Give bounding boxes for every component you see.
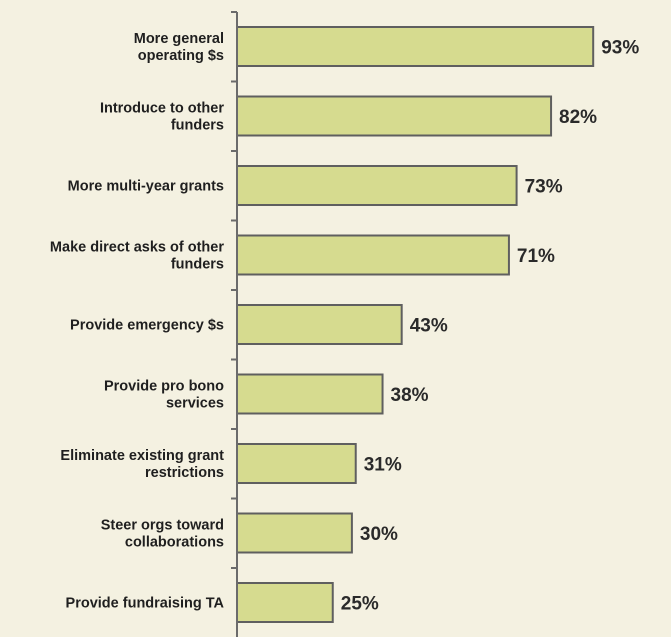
value-label: 82% xyxy=(559,107,597,128)
category-label-line: Provide pro bono xyxy=(104,379,224,395)
bar xyxy=(236,165,518,206)
value-label: 93% xyxy=(601,38,639,59)
category-label-line: funders xyxy=(171,257,224,273)
category-label-line: Make direct asks of other xyxy=(50,240,224,256)
bar xyxy=(236,304,403,345)
bars-layer xyxy=(236,26,595,623)
value-label: 31% xyxy=(364,455,402,476)
category-label: Eliminate existing grant restrictions xyxy=(60,448,224,481)
bar xyxy=(236,234,510,276)
category-label-line: Steer orgs toward xyxy=(101,518,224,534)
category-label-line: restrictions xyxy=(145,465,224,481)
bar xyxy=(236,512,353,554)
bar xyxy=(236,443,357,484)
bar xyxy=(236,582,334,623)
bar xyxy=(236,26,595,67)
value-label: 73% xyxy=(525,177,563,198)
category-label-line: More general xyxy=(134,31,224,47)
category-label: Make direct asks of other funders xyxy=(50,240,224,273)
category-label-line: Eliminate existing grant xyxy=(60,448,224,464)
category-label: Provide emergency $s xyxy=(70,318,224,334)
category-label-line: funders xyxy=(171,118,224,134)
category-label-line: Provide fundraising TA xyxy=(66,596,225,612)
category-label-line: Provide emergency $s xyxy=(70,318,224,334)
category-label: More general operating $s xyxy=(134,31,224,64)
category-label: Introduce to other funders xyxy=(100,101,224,134)
category-label: Provide fundraising TA xyxy=(66,596,225,612)
value-label: 43% xyxy=(410,316,448,337)
category-label-line: Introduce to other xyxy=(100,101,224,117)
value-label: 30% xyxy=(360,524,398,545)
category-label: Steer orgs toward collaborations xyxy=(101,518,224,551)
value-label: 71% xyxy=(517,246,555,267)
bar xyxy=(236,373,384,415)
bar xyxy=(236,95,553,137)
category-label-line: More multi-year grants xyxy=(68,179,224,195)
labels-layer: 93% More general operating $s 82% Introduce … xyxy=(50,31,639,615)
category-label: Provide pro bono services xyxy=(104,379,224,412)
value-label: 38% xyxy=(391,385,429,406)
category-label-line: collaborations xyxy=(125,535,224,551)
category-label-line: services xyxy=(166,396,224,412)
category-label-line: operating $s xyxy=(138,48,224,64)
category-label: More multi-year grants xyxy=(68,179,224,195)
value-label: 25% xyxy=(341,594,379,615)
axis-layer xyxy=(231,11,238,637)
